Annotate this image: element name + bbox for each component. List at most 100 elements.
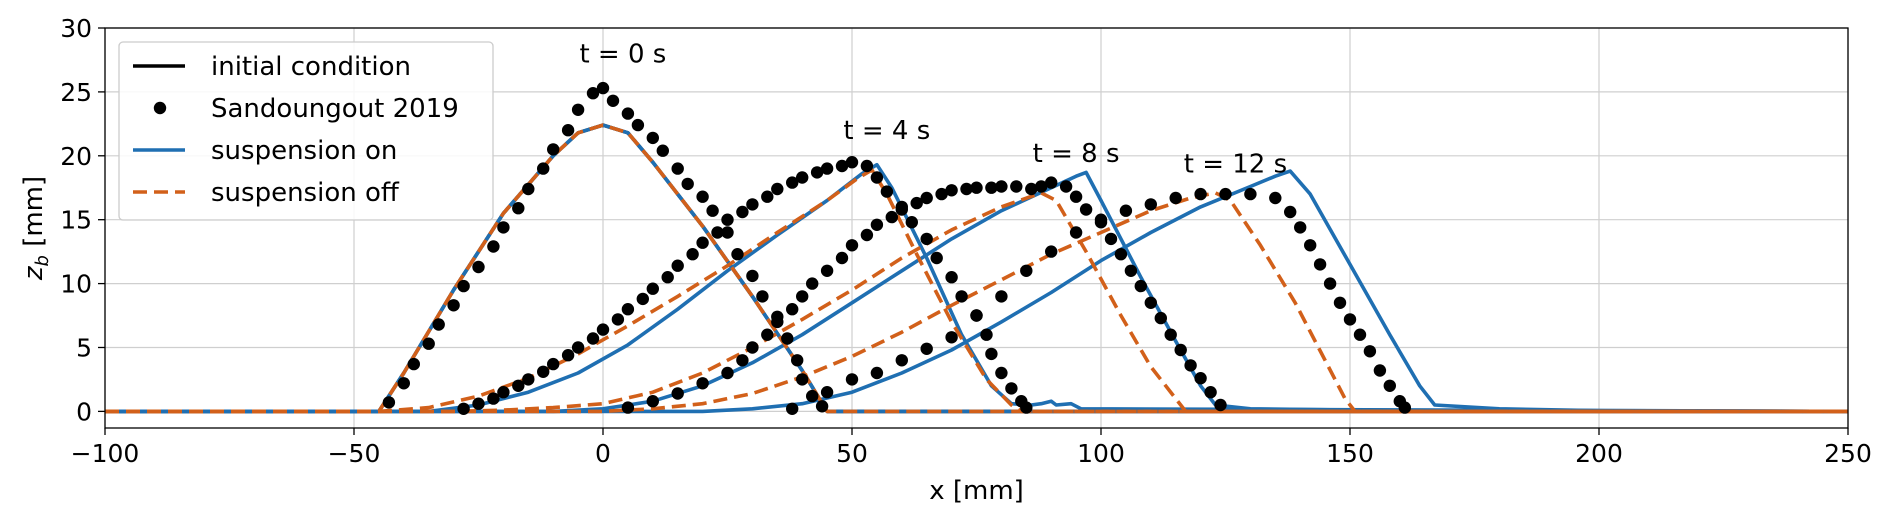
sandoungout-data-point: [995, 180, 1008, 193]
sandoungout-data-point: [781, 332, 794, 345]
sandoungout-data-point: [621, 303, 635, 316]
sandoungout-data-point: [985, 181, 998, 194]
sandoungout-data-point: [547, 143, 560, 156]
y-tick-label: 15: [60, 206, 92, 235]
sandoungout-data-point: [845, 156, 859, 169]
annotations: t = 0 s t = 4 s t = 8 s t = 12 s: [579, 40, 1287, 180]
sandoungout-data-point: [910, 196, 923, 210]
legend-item: initial condition: [133, 52, 411, 82]
sandoungout-data-point: [671, 162, 684, 175]
sandoungout-data-point: [920, 232, 933, 246]
sandoungout-data-point: [820, 264, 834, 277]
sandoungout-data-point: [1323, 277, 1337, 290]
sandoungout-data-point: [1194, 187, 1207, 201]
sandoungout-data-point: [721, 226, 734, 239]
sandoungout-data-point: [621, 107, 635, 120]
sandoungout-data-point: [497, 221, 510, 234]
sandoungout-data-point: [870, 171, 884, 184]
sandoungout-data-point: [512, 202, 525, 215]
sandoungout-data-point: [1194, 372, 1207, 385]
sandoungout-data-point: [646, 131, 659, 145]
sandoungout-data-point: [1154, 311, 1168, 325]
sandoungout-data-point: [736, 205, 749, 219]
sandoungout-data-point: [1069, 226, 1083, 239]
legend-label: initial condition: [211, 52, 411, 82]
sandoungout-data-point: [1119, 204, 1133, 217]
sandoungout-data-point: [1219, 187, 1232, 201]
sandoungout-data-point: [382, 396, 396, 409]
series-suspension-off-line: [105, 191, 1848, 414]
sandoungout-data-point: [1124, 264, 1138, 277]
series-layer: [105, 81, 1848, 415]
sandoungout-data-point: [1020, 401, 1033, 414]
sandoungout-data-point: [895, 203, 908, 216]
sandoungout-data-point: [1174, 343, 1187, 357]
sandoungout-data-point: [472, 260, 485, 274]
sandoungout-data-point: [497, 386, 510, 399]
sandoungout-data-point: [447, 299, 460, 312]
sandoungout-data-point: [1204, 386, 1217, 399]
sandoungout-data-point: [522, 182, 535, 196]
sandoungout-data-point: [606, 94, 620, 108]
sandoungout-data-point: [561, 349, 575, 362]
y-axis-label-sub: b: [32, 255, 53, 266]
sandoungout-data-point: [571, 341, 585, 354]
legend-label: suspension on: [211, 136, 397, 166]
sandoungout-data-point: [711, 226, 724, 239]
sandoungout-data-point: [1294, 221, 1307, 234]
sandoungout-data-point: [746, 269, 759, 283]
legend-box: [118, 41, 494, 221]
sandoungout-data-point: [731, 248, 744, 261]
sandoungout-data-point: [1313, 258, 1327, 271]
sandoungout-data-point: [761, 328, 774, 341]
x-tick-label: −50: [328, 439, 381, 468]
sandoungout-data-point: [945, 184, 958, 197]
sandoungout-data-point: [756, 290, 769, 303]
sandoungout-data-point: [820, 386, 834, 399]
sandoungout-data-point: [786, 402, 799, 415]
sandoungout-data-point: [671, 387, 684, 400]
sandoungout-data-point: [845, 239, 859, 252]
sandoungout-data-point: [835, 251, 849, 265]
sandoungout-data-point: [870, 218, 884, 231]
sandoungout-data-point: [736, 354, 749, 367]
sandoungout-data-point: [1005, 382, 1018, 395]
sandoungout-data-point: [746, 341, 759, 354]
sandoungout-data-point: [995, 290, 1008, 303]
legend-marker: [153, 101, 167, 115]
sandoungout-data-point: [860, 228, 874, 242]
x-tick-label: 100: [1077, 439, 1125, 468]
time-annotation: t = 12 s: [1184, 149, 1287, 179]
legend-item: Sandoungout 2019: [153, 94, 459, 124]
sandoungout-data-point: [810, 166, 824, 179]
sandoungout-data-point: [806, 389, 819, 403]
sandoungout-data-point: [1398, 401, 1412, 414]
sandoungout-data-point: [761, 190, 774, 203]
sandoungout-data-point: [631, 118, 645, 132]
sandoungout-data-point: [596, 323, 610, 336]
sandoungout-data-point: [885, 210, 898, 224]
time-annotation: t = 8 s: [1033, 139, 1120, 169]
sandoungout-data-point: [1383, 379, 1397, 392]
plot-frame: [104, 27, 1849, 429]
y-tick-label: 25: [60, 78, 92, 107]
sandoungout-data-point: [1184, 359, 1197, 372]
sandoungout-data-point: [706, 204, 719, 217]
sandoungout-data-point: [646, 395, 659, 408]
sandoungout-data-point: [1164, 328, 1177, 341]
sandoungout-data-point: [661, 271, 674, 284]
legend-items: initial condition Sandoungout 2019 suspens…: [133, 52, 459, 208]
sandoungout-data-point: [791, 354, 804, 367]
sandoungout-data-point: [1094, 213, 1108, 226]
sandoungout-data-point: [980, 328, 993, 341]
sandoungout-data-point: [1025, 182, 1038, 196]
sandoungout-data-point: [970, 309, 983, 322]
sandoungout-data-point: [1020, 264, 1033, 277]
sandoungout-data-point: [1144, 296, 1158, 309]
sandoungout-data-point: [1353, 328, 1367, 341]
sandoungout-data-point: [561, 124, 575, 137]
sandoungout-data-point: [422, 337, 435, 350]
sandoungout-data-point: [611, 313, 625, 326]
sandoungout-data-point: [786, 303, 799, 316]
series-suspension-on-line: [105, 169, 1848, 414]
